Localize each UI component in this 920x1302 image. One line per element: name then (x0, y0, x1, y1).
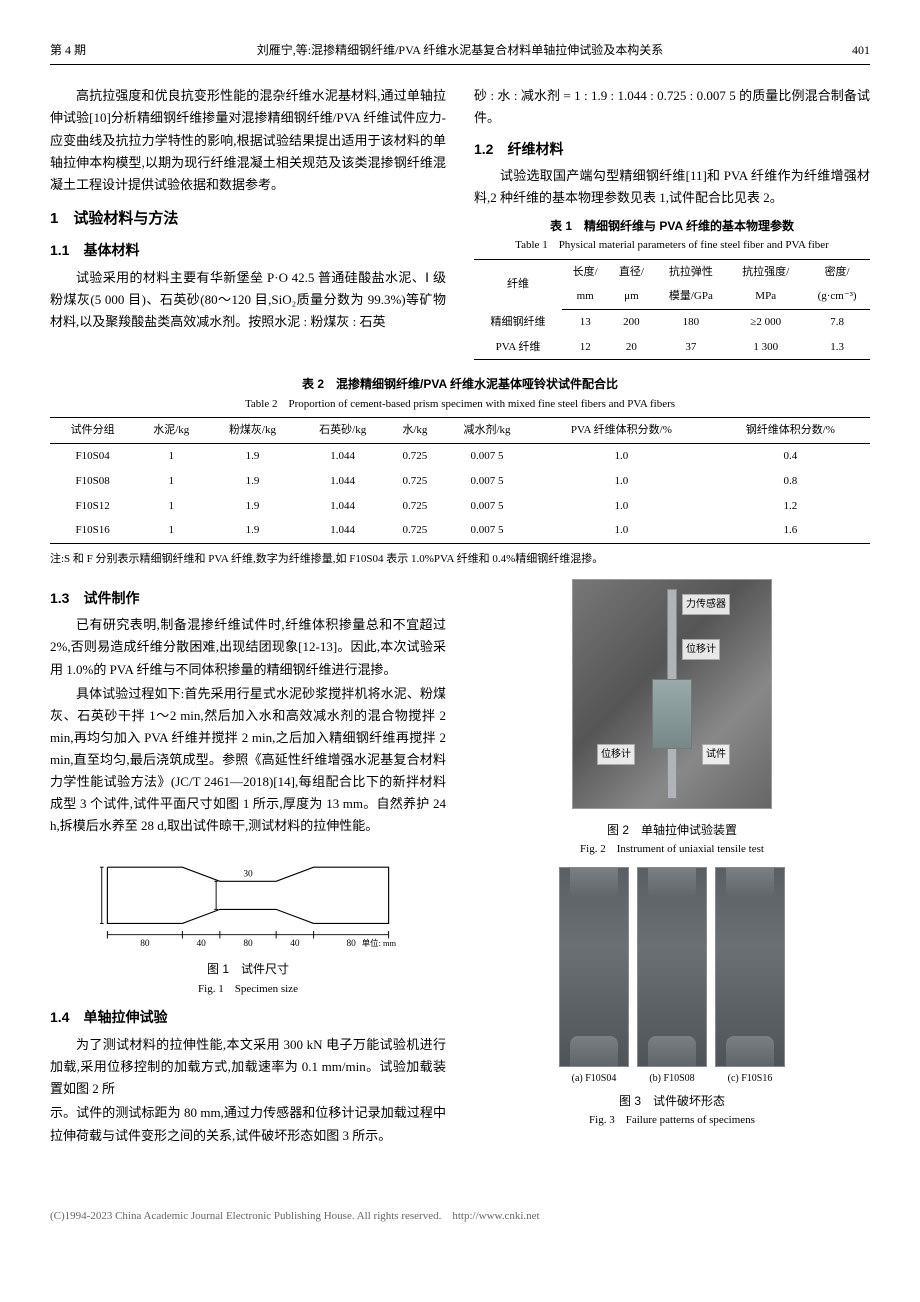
figure-1-caption-en: Fig. 1 Specimen size (50, 980, 446, 999)
svg-text:40: 40 (196, 939, 206, 949)
section-1-2-paragraph: 试验选取国产端勾型精细钢纤维[11]和 PVA 纤维作为纤维增强材料,2 种纤维… (474, 165, 870, 209)
t1-h-dia: 直径/ (608, 259, 654, 284)
table-2-caption-en: Table 2 Proportion of cement-based prism… (50, 395, 870, 414)
fig2-label-spec: 试件 (702, 744, 730, 765)
table-2-caption-cn: 表 2 混掺精细钢纤维/PVA 纤维水泥基体哑铃状试件配合比 (50, 374, 870, 394)
t1-h-fiber: 纤维 (474, 259, 562, 309)
svg-text:80: 80 (243, 939, 253, 949)
table-row: F10S0411.91.0440.7250.007 51.00.4 (50, 444, 870, 469)
section-1-3-p1: 已有研究表明,制备混掺纤维试件时,纤维体积掺量总和不宜超过 2%,否则易造成纤维… (50, 614, 446, 680)
lower-columns: 1.3 试件制作 已有研究表明,制备混掺纤维试件时,纤维体积掺量总和不宜超过 2… (50, 579, 870, 1147)
fig3-label-a: (a) F10S04 (559, 1070, 629, 1087)
table-1-block: 表 1 精细钢纤维与 PVA 纤维的基本物理参数 Table 1 Physica… (474, 216, 870, 361)
figure-3: (a) F10S04 (b) F10S08 (c) F10S16 图 3 试件破… (474, 867, 870, 1130)
t1-body: 精细钢纤维13200180≥2 0007.8PVA 纤维1220371 3001… (474, 310, 870, 360)
figure-2: 力传感器 位移计 位移计 试件 图 2 单轴拉伸试验装置 Fig. 2 Inst… (474, 579, 870, 859)
table-row: F10S1611.91.0440.7250.007 51.01.6 (50, 518, 870, 543)
table-1-caption-cn: 表 1 精细钢纤维与 PVA 纤维的基本物理参数 (474, 216, 870, 236)
figure-3-caption-en: Fig. 3 Failure patterns of specimens (474, 1111, 870, 1130)
section-1-4-title: 1.4 单轴拉伸试验 (50, 1006, 446, 1030)
page-header: 第 4 期 刘雁宁,等:混掺精细钢纤维/PVA 纤维水泥基复合材料单轴拉伸试验及… (50, 40, 870, 65)
svg-text:30: 30 (243, 870, 253, 880)
fig2-label-disp: 位移计 (682, 639, 720, 660)
fig3-spec-a (559, 867, 629, 1067)
table-2-block: 表 2 混掺精细钢纤维/PVA 纤维水泥基体哑铃状试件配合比 Table 2 P… (50, 374, 870, 568)
section-1-4-p: 为了测试材料的拉伸性能,本文采用 300 kN 电子万能试验机进行加载,采用位移… (50, 1034, 446, 1100)
upper-columns: 高抗拉强度和优良抗变形性能的混杂纤维水泥基材料,通过单轴拉伸试验[10]分析精细… (50, 85, 870, 360)
t1-h-str: 抗拉强度/ (727, 259, 804, 284)
svg-text:80: 80 (140, 939, 150, 949)
table-2-note: 注:S 和 F 分别表示精细钢纤维和 PVA 纤维,数字为纤维掺量,如 F10S… (50, 550, 870, 569)
t2-head-row: 试件分组水泥/kg粉煤灰/kg石英砂/kg水/kg减水剂/kgPVA 纤维体积分… (50, 418, 870, 444)
specimen-svg: 60 30 80 40 80 40 80 单位: mm (98, 845, 398, 955)
table-1: 纤维 长度/ 直径/ 抗拉弹性 抗拉强度/ 密度/ mm μm 模量/GPa M… (474, 259, 870, 361)
table-1-caption-en: Table 1 Physical material parameters of … (474, 236, 870, 255)
svg-text:80: 80 (346, 939, 356, 949)
figure-2-caption-en: Fig. 2 Instrument of uniaxial tensile te… (474, 840, 870, 859)
section-1-1-title: 1.1 基体材料 (50, 239, 446, 263)
figure-3-caption-cn: 图 3 试件破坏形态 (474, 1091, 870, 1111)
figure-1: 60 30 80 40 80 40 80 单位: mm 图 1 试件尺寸 Fig… (50, 845, 446, 998)
section-1-title: 1 试验材料与方法 (50, 206, 446, 232)
right-continue: 示。试件的测试标距为 80 mm,通过力传感器和位移计记录加载过程中拉伸荷载与试… (50, 1102, 446, 1146)
figure-2-caption-cn: 图 2 单轴拉伸试验装置 (474, 820, 870, 840)
intro-paragraph: 高抗拉强度和优良抗变形性能的混杂纤维水泥基材料,通过单轴拉伸试验[10]分析精细… (50, 85, 446, 195)
t1-h-mod: 抗拉弹性 (655, 259, 728, 284)
svg-text:单位: mm: 单位: mm (362, 938, 397, 948)
svg-text:40: 40 (290, 939, 300, 949)
fig2-specimen (652, 679, 692, 749)
fig3-spec-b (637, 867, 707, 1067)
fig2-label-disp2: 位移计 (597, 744, 635, 765)
issue-number: 第 4 期 (50, 40, 130, 60)
fig3-label-b: (b) F10S08 (637, 1070, 707, 1087)
t1-h-den: 密度/ (804, 259, 870, 284)
t2-body: F10S0411.91.0440.7250.007 51.00.4F10S081… (50, 444, 870, 544)
table-row: F10S1211.91.0440.7250.007 51.01.2 (50, 494, 870, 519)
section-1-2-title: 1.2 纤维材料 (474, 138, 870, 162)
figure-1-caption-cn: 图 1 试件尺寸 (50, 959, 446, 979)
fig3-spec-c (715, 867, 785, 1067)
table-row: 精细钢纤维13200180≥2 0007.8 (474, 310, 870, 335)
running-title: 刘雁宁,等:混掺精细钢纤维/PVA 纤维水泥基复合材料单轴拉伸试验及本构关系 (130, 40, 790, 60)
fig2-label-load: 力传感器 (682, 594, 730, 615)
ratio-paragraph: 砂 : 水 : 减水剂 = 1 : 1.9 : 1.044 : 0.725 : … (474, 85, 870, 129)
fig3-label-c: (c) F10S16 (715, 1070, 785, 1087)
section-1-3-p2: 具体试验过程如下:首先采用行星式水泥砂浆搅拌机将水泥、粉煤灰、石英砂干拌 1～2… (50, 683, 446, 838)
page-footer: (C)1994-2023 China Academic Journal Elec… (50, 1207, 870, 1226)
section-1-3-title: 1.3 试件制作 (50, 587, 446, 611)
page-number: 401 (790, 40, 870, 60)
table-row: F10S0811.91.0440.7250.007 51.00.8 (50, 469, 870, 494)
t1-h-len: 长度/ (562, 259, 608, 284)
table-row: PVA 纤维1220371 3001.3 (474, 335, 870, 360)
table-2: 试件分组水泥/kg粉煤灰/kg石英砂/kg水/kg减水剂/kgPVA 纤维体积分… (50, 417, 870, 543)
section-1-1-paragraph: 试验采用的材料主要有华新堡垒 P·O 42.5 普通硅酸盐水泥、Ⅰ 级粉煤灰(5… (50, 267, 446, 333)
